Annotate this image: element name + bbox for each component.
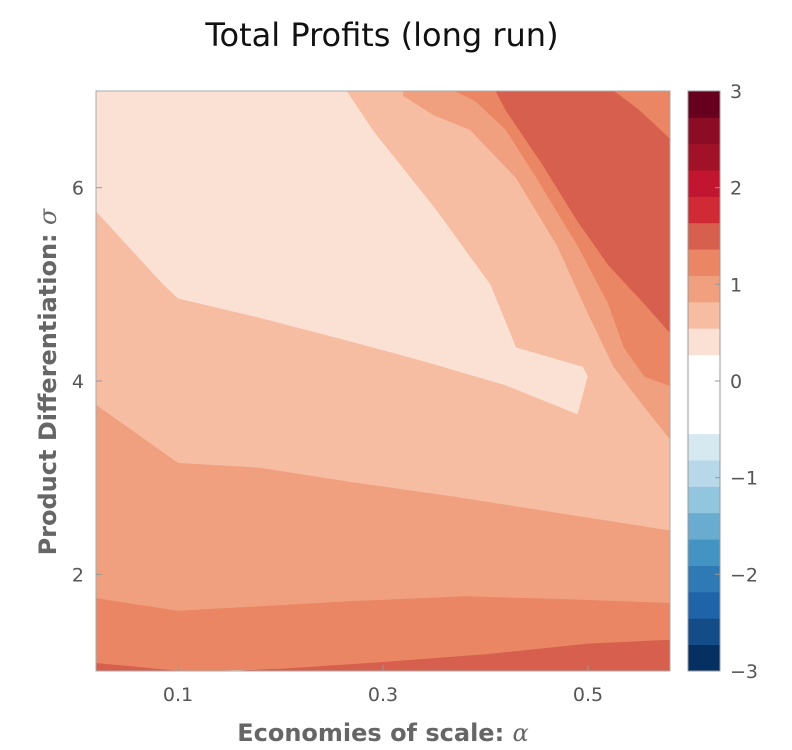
colorbar-tick-label: −1 xyxy=(730,468,758,490)
colorbar-tick-label: 3 xyxy=(730,81,742,103)
colorbar-swatch xyxy=(688,486,720,514)
x-tick-label: 0.3 xyxy=(368,684,398,706)
colorbar-swatch xyxy=(688,644,720,672)
y-tick-label: 2 xyxy=(72,564,84,586)
colorbar-swatch xyxy=(688,565,720,593)
x-tick-label: 0.5 xyxy=(573,684,603,706)
colorbar-swatch xyxy=(688,407,720,435)
colorbar xyxy=(687,90,721,672)
colorbar-swatch xyxy=(688,328,720,356)
colorbar-swatch xyxy=(688,170,720,197)
plot-area xyxy=(95,90,671,672)
colorbar-tick-label: 0 xyxy=(730,371,742,393)
colorbar-swatch xyxy=(688,275,720,303)
colorbar-swatch xyxy=(688,381,720,408)
y-axis-symbol: σ xyxy=(34,208,62,225)
colorbar-tick-label: 1 xyxy=(730,274,742,296)
x-tick-label: 0.1 xyxy=(163,684,193,706)
colorbar-tick-label: 2 xyxy=(730,178,742,200)
colorbar-swatch xyxy=(688,196,720,224)
colorbar-tick-label: −3 xyxy=(730,661,758,683)
chart-title: Total Profits (long run) xyxy=(204,16,558,54)
colorbar-swatch xyxy=(688,433,720,461)
colorbar-swatch xyxy=(688,222,720,250)
colorbar-swatch xyxy=(688,618,720,646)
colorbar-swatch xyxy=(688,512,720,540)
colorbar-swatch xyxy=(688,143,720,171)
colorbar-swatch xyxy=(688,539,720,566)
x-axis-ticks: 0.1 0.3 0.5 xyxy=(163,665,603,706)
y-tick-label: 4 xyxy=(72,371,84,393)
colorbar-swatch xyxy=(688,301,720,329)
colorbar-swatch xyxy=(688,460,720,487)
colorbar-tick-label: −2 xyxy=(730,564,758,586)
y-tick-label: 6 xyxy=(72,178,84,200)
y-axis-ticks: 2 4 6 xyxy=(72,178,102,586)
colorbar-ticks: 3 2 1 0 −1 −2 −3 xyxy=(715,81,758,683)
colorbar-swatch xyxy=(688,354,720,382)
x-axis-label: Economies of scale: α xyxy=(237,719,529,747)
colorbar-swatch xyxy=(688,91,720,118)
x-axis-symbol: α xyxy=(513,719,529,747)
colorbar-swatch xyxy=(688,117,720,145)
contour-region-9 xyxy=(495,90,671,334)
colorbar-swatch xyxy=(688,591,720,619)
colorbar-swatch xyxy=(688,249,720,276)
y-axis-label: Product Differentiation: σ xyxy=(34,208,62,555)
x-axis-label-text: Economies of scale: xyxy=(237,719,512,747)
y-axis-label-text: Product Differentiation: xyxy=(34,225,62,555)
